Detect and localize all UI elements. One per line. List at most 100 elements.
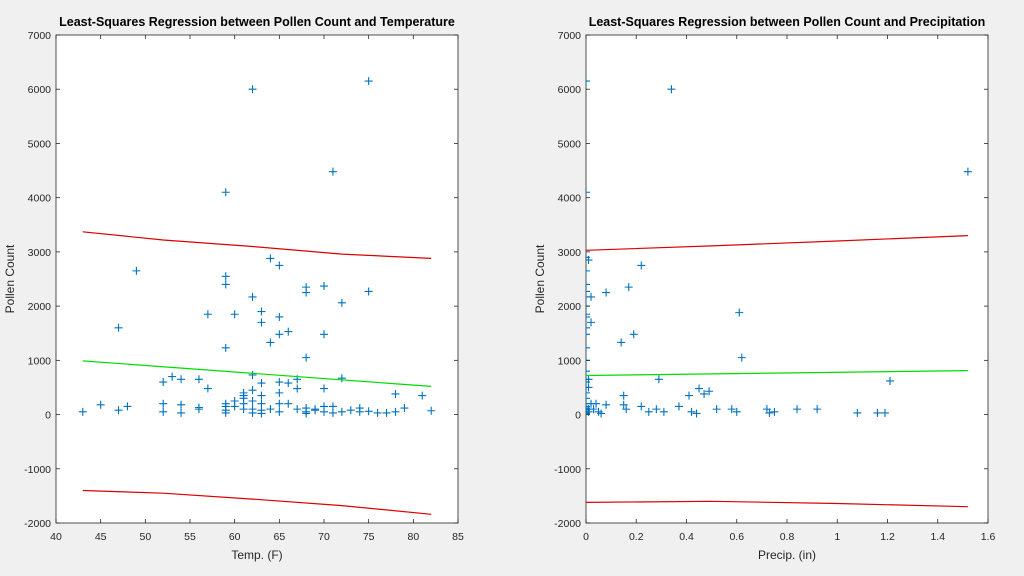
data-point <box>586 383 593 392</box>
data-point <box>355 407 364 416</box>
data-point <box>257 307 266 316</box>
data-layer <box>78 77 436 515</box>
data-point <box>203 310 212 319</box>
x-tick-label: 0.6 <box>729 531 744 543</box>
x-tick-label: 55 <box>184 531 196 543</box>
data-point <box>619 391 628 400</box>
data-point <box>248 85 257 94</box>
data-point <box>586 312 590 321</box>
data-point <box>275 312 284 321</box>
x-tick-label: 1.2 <box>880 531 895 543</box>
data-point <box>597 409 606 418</box>
data-point <box>194 375 203 384</box>
x-axis-label: Temp. (F) <box>231 548 282 562</box>
y-tick-label: 1000 <box>28 355 52 367</box>
x-tick-label: 75 <box>363 531 375 543</box>
data-point <box>177 375 186 384</box>
data-point <box>284 399 293 408</box>
data-point <box>302 409 311 418</box>
data-point <box>284 327 293 336</box>
data-point <box>586 330 590 339</box>
data-point <box>587 318 596 327</box>
data-point <box>963 167 972 176</box>
y-tick-label: 7000 <box>558 30 582 42</box>
data-point <box>732 407 741 416</box>
data-point <box>159 378 168 387</box>
data-point <box>687 407 696 416</box>
x-tick-label: 0 <box>583 531 589 543</box>
y-tick-label: 3000 <box>28 247 52 259</box>
data-point <box>320 407 328 416</box>
regression-line <box>82 360 432 387</box>
data-point <box>391 389 400 398</box>
data-point <box>320 282 328 291</box>
data-point <box>248 397 257 405</box>
data-point <box>586 323 590 332</box>
data-point <box>257 318 266 327</box>
data-point <box>132 266 141 275</box>
plot-area <box>55 34 459 524</box>
y-tick-label: 1000 <box>558 355 582 367</box>
bound-line <box>82 489 432 515</box>
data-point <box>382 408 391 417</box>
data-point <box>637 261 646 270</box>
data-point <box>586 77 590 86</box>
data-point <box>586 266 590 275</box>
data-point <box>373 408 382 417</box>
data-point <box>302 288 311 297</box>
data-point <box>337 298 346 307</box>
data-point <box>248 386 257 395</box>
data-point <box>337 407 346 416</box>
chart-panel-2: 0 0.2 0.4 0.6 0.8 1 1.2 1.4 1.6 -2000 -1000 0 1000 20… <box>533 15 995 562</box>
data-point <box>364 407 373 416</box>
data-point <box>275 261 284 270</box>
data-point <box>364 77 373 86</box>
data-point <box>622 405 631 414</box>
data-point <box>587 292 596 301</box>
data-point <box>293 405 302 414</box>
data-point <box>685 391 694 400</box>
bound-line <box>586 500 968 508</box>
data-point <box>592 399 601 408</box>
y-tick-label: 5000 <box>558 138 582 150</box>
data-point <box>427 406 436 415</box>
data-point <box>337 374 346 383</box>
data-point <box>248 408 257 417</box>
data-point <box>328 167 337 176</box>
y-tick-label: 7000 <box>28 30 52 42</box>
data-point <box>586 394 590 403</box>
data-point <box>221 408 230 417</box>
data-point <box>765 408 774 417</box>
data-point <box>400 404 409 413</box>
data-point <box>418 391 427 400</box>
data-point <box>266 338 275 347</box>
data-point <box>589 405 598 414</box>
y-tick-label: 6000 <box>558 84 582 96</box>
data-point <box>275 407 284 416</box>
data-point <box>853 408 862 417</box>
data-point <box>159 407 168 416</box>
data-point <box>221 280 230 289</box>
x-tick-label: 40 <box>50 531 62 543</box>
data-point <box>257 379 266 388</box>
data-point <box>617 338 626 347</box>
data-point <box>624 283 633 292</box>
y-tick-label: 6000 <box>28 84 52 96</box>
x-tick-label: 50 <box>139 531 151 543</box>
data-point <box>886 376 895 385</box>
data-point <box>320 384 328 393</box>
bound-line <box>82 231 432 259</box>
data-point <box>221 343 230 352</box>
data-point <box>602 400 611 409</box>
y-tick-label: 2000 <box>28 301 52 313</box>
data-point <box>123 402 132 411</box>
data-point <box>586 375 593 384</box>
data-point <box>793 405 802 414</box>
data-point <box>96 400 105 409</box>
data-layer <box>586 77 972 508</box>
y-tick-label: 3000 <box>558 247 582 259</box>
data-point <box>586 343 590 352</box>
x-tick-label: 0.4 <box>679 531 694 543</box>
data-point <box>284 379 293 388</box>
y-tick-label: 2000 <box>558 301 582 313</box>
